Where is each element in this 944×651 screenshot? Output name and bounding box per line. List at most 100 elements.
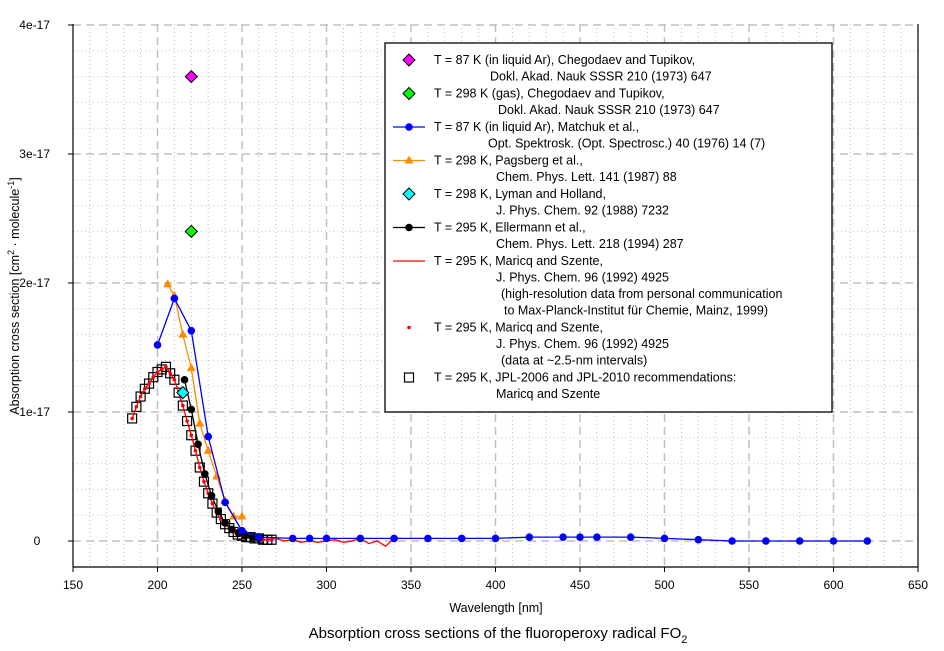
data-point [163, 279, 173, 288]
legend-label: Maricq and Szente [496, 387, 600, 401]
data-point [207, 492, 216, 500]
data-point [404, 155, 414, 164]
y-tick-label: 0 [34, 534, 41, 548]
x-tick-label: 550 [739, 578, 759, 592]
data-point [151, 375, 156, 379]
data-point [193, 448, 198, 453]
data-point [305, 534, 314, 543]
data-point [491, 534, 500, 543]
y-tick-label: 2e-17 [19, 276, 50, 290]
data-point [203, 445, 213, 454]
data-point [159, 367, 164, 372]
data-point [221, 519, 229, 527]
data-point [178, 329, 188, 338]
data-point [265, 537, 270, 542]
x-tick-label: 400 [485, 578, 505, 592]
data-point [457, 534, 466, 543]
data-point [212, 471, 222, 480]
data-point [187, 405, 196, 414]
legend-label: T = 87 K (in liquid Ar), Matchuk et al., [434, 120, 639, 134]
data-point [728, 537, 736, 545]
legend-label: T = 295 K, Ellermann et al., [434, 221, 586, 235]
legend-label: to Max-Planck-Institut für Chemie, Mainz… [504, 304, 768, 318]
x-tick-label: 350 [401, 578, 421, 592]
data-point [187, 326, 196, 335]
legend-box [384, 42, 833, 413]
data-point [168, 371, 172, 376]
data-point [197, 465, 202, 470]
legend-label: T = 298 K, Lyman and Holland, [434, 187, 606, 201]
data-point [194, 440, 202, 449]
data-point [228, 525, 236, 534]
data-point [184, 224, 199, 239]
data-point [186, 363, 196, 372]
legend-label: Dokl. Akad. Nauk SSSR 210 (1973) 647 [498, 103, 720, 117]
data-point [176, 385, 190, 400]
data-point [170, 294, 179, 303]
data-point [269, 537, 274, 542]
data-point [405, 223, 413, 232]
y-axis-title: Absorption cross section [cm2 · molecule… [6, 177, 22, 414]
series-line [131, 366, 395, 548]
data-point [201, 470, 209, 478]
legend-item: T = 298 K, Lyman and Holland, J. Phys. Ch… [402, 187, 669, 218]
data-point [189, 433, 194, 438]
data-point [407, 325, 411, 330]
x-tick-label: 300 [316, 578, 336, 592]
legend-label: (high-resolution data from personal comm… [501, 287, 782, 301]
data-point [403, 372, 415, 383]
x-axis-title: Wavelength [nm] [449, 601, 542, 615]
data-point [863, 537, 872, 545]
data-point [184, 69, 199, 84]
legend-label: J. Phys. Chem. 96 (1992) 4925 [496, 271, 669, 285]
legend-label: Chem. Phys. Lett. 141 (1987) 88 [496, 170, 677, 184]
legend-label: T = 87 K (in liquid Ar), Chegodaev and T… [434, 53, 695, 67]
data-point [402, 187, 416, 201]
legend-label: J. Phys. Chem. 92 (1988) 7232 [496, 204, 669, 218]
legend-item: T = 295 K, Ellermann et al., Chem. Phys. … [393, 221, 684, 251]
legend-item: T = 87 K (in liquid Ar), Chegodaev and T… [402, 53, 712, 84]
data-point [131, 401, 142, 412]
data-point [164, 365, 168, 369]
data-point [185, 419, 189, 423]
axes: 150 200 250 300 350 400 450 500 550 600 650 0 1e-17 2… [19, 18, 928, 592]
legend: T = 87 K (in liquid Ar), Chegodaev and T… [384, 42, 833, 413]
legend-label: T = 295 K, JPL-2006 and JPL-2010 recomme… [434, 371, 736, 385]
data-point [525, 533, 534, 541]
data-point [221, 498, 229, 507]
legend-label: Chem. Phys. Lett. 218 (1994) 287 [496, 237, 684, 251]
data-point [402, 53, 416, 67]
data-point [127, 413, 138, 424]
x-tick-label: 250 [232, 578, 252, 592]
data-point [576, 533, 584, 541]
data-point [202, 479, 206, 484]
data-point [795, 537, 804, 545]
y-tick-label: 3e-17 [19, 147, 50, 161]
y-tick-label: 1e-17 [19, 405, 50, 419]
data-point [660, 534, 669, 543]
data-point [255, 533, 263, 541]
legend-label: T = 298 K, Pagsberg et al., [434, 154, 583, 168]
series-1 [184, 224, 199, 239]
legend-item: T = 295 K, Maricq and Szente, J. Phys. Ch… [393, 254, 782, 318]
data-point [204, 432, 212, 441]
data-point [143, 386, 147, 391]
data-point [322, 534, 331, 543]
data-point [390, 534, 398, 543]
x-tick-label: 450 [570, 578, 590, 592]
x-tick-label: 500 [654, 578, 674, 592]
data-point [829, 537, 838, 545]
data-point [181, 415, 193, 427]
x-tick-label: 200 [147, 578, 167, 592]
data-point [424, 534, 432, 543]
data-point [172, 377, 177, 382]
legend-label: Dokl. Akad. Nauk SSSR 210 (1973) 647 [490, 70, 712, 84]
chart-title: Absorption cross sections of the fluorop… [309, 625, 688, 646]
legend-item: T = 87 K (in liquid Ar), Matchuk et al.,… [393, 120, 765, 151]
series-0 [184, 69, 199, 84]
x-tick-label: 600 [823, 578, 843, 592]
data-point [288, 534, 297, 543]
data-point [210, 501, 215, 506]
y-tick-label: 4e-17 [19, 18, 50, 32]
data-point [237, 511, 247, 520]
